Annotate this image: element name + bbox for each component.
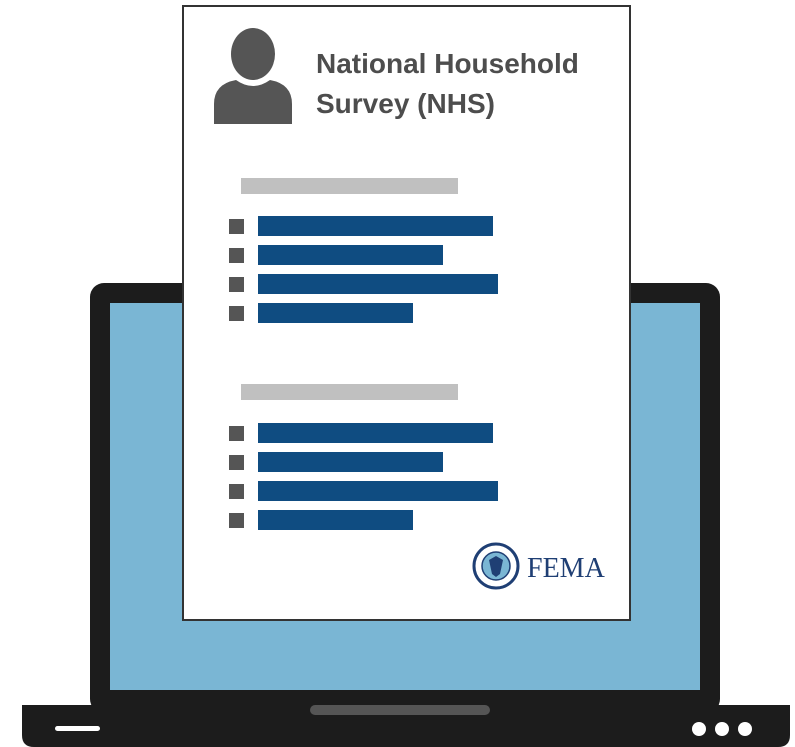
dot	[715, 722, 729, 736]
seal	[474, 544, 518, 588]
page: National Household Survey (NHS) FEMA (()…	[0, 0, 795, 747]
base-line	[55, 726, 100, 731]
dot	[738, 722, 752, 736]
title-line: National Household	[316, 48, 579, 79]
title-line: Survey (NHS)	[316, 88, 495, 119]
dot	[692, 722, 706, 736]
laptop-notch	[310, 705, 490, 715]
illustration: National Household Survey (NHS) FEMA	[0, 0, 795, 747]
logo-text: FEMA	[527, 553, 606, 584]
